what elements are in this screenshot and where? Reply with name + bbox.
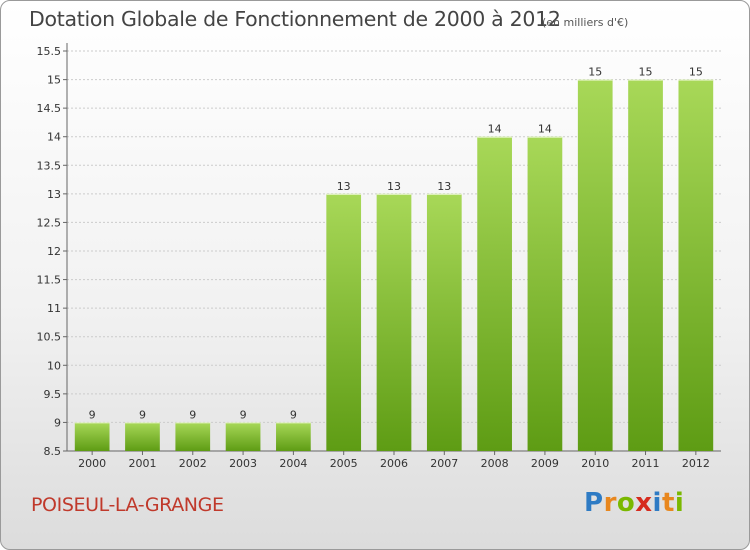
y-tick-label: 15 [47,74,61,87]
x-tick-label: 2005 [330,457,358,470]
labels: 8.5 9 9.5 10 10.5 11 11.5 12 12.5 13 13.5 14 14.5 15 1… [37,45,710,470]
bar [678,79,714,452]
bar [426,193,462,451]
bar [527,136,563,451]
x-tick-label: 2011 [632,457,660,470]
bar-data-label: 14 [538,123,552,136]
x-tick-label: 2003 [229,457,257,470]
y-tick-label: 14 [47,131,61,144]
bar [276,422,311,451]
x-tick-label: 2009 [531,457,559,470]
x-tick-label: 2010 [581,457,609,470]
x-tick-label: 2001 [128,457,156,470]
bar-data-label: 15 [639,66,653,79]
logo-letter: r [603,488,617,518]
chart-title: Dotation Globale de Fonctionnement de 20… [29,7,561,31]
y-tick-label: 10.5 [37,331,62,344]
y-tick-label: 9.5 [44,388,62,401]
x-tick-label: 2000 [78,457,106,470]
logo-letter: i [652,488,662,518]
bar-data-label: 13 [337,180,351,193]
y-tick-label: 11 [47,302,61,315]
bar-data-label: 13 [387,180,401,193]
bar [326,193,362,451]
logo-letter: P [584,488,604,518]
bar [225,422,261,451]
bar [125,422,160,451]
bars [74,79,714,452]
bar [577,79,613,452]
x-tick-label: 2004 [279,457,307,470]
y-tick-label: 14.5 [37,102,62,115]
bar [376,193,412,451]
y-tick-label: 13.5 [37,159,62,172]
bar [74,422,110,451]
bar-data-label: 15 [588,66,602,79]
town-name: POISEUL-LA-GRANGE [31,494,224,516]
logo-letter: x [635,488,653,518]
bar [175,422,211,451]
x-tick-label: 2002 [179,457,207,470]
bar-data-label: 9 [89,408,96,421]
bar [628,79,663,452]
bar-data-label: 15 [689,66,703,79]
y-tick-label: 12.5 [37,216,62,229]
y-tick-label: 12 [47,245,61,258]
bar-data-label: 13 [437,180,451,193]
logo-letter: i [674,488,685,518]
x-tick-label: 2012 [682,457,710,470]
x-tick-label: 2007 [430,457,458,470]
bar-data-label: 14 [488,123,502,136]
y-tick-label: 15.5 [37,45,62,58]
bar-data-label: 9 [139,408,146,421]
y-tick-label: 8.5 [44,445,62,458]
y-tick-label: 10 [47,359,61,372]
y-tick-label: 11.5 [37,274,62,287]
proxiti-logo[interactable]: Proxiti [584,488,684,518]
logo-letter: o [616,488,636,518]
logo-letter: t [661,488,675,518]
x-tick-label: 2008 [481,457,509,470]
y-tick-label: 13 [47,188,61,201]
bar-data-label: 9 [189,408,196,421]
x-tick-label: 2006 [380,457,408,470]
bar-data-label: 9 [290,408,297,421]
y-tick-label: 9 [54,416,61,429]
bar-data-label: 9 [240,408,247,421]
chart-subtitle: (en milliers d'€) [542,16,629,29]
bar [477,136,512,451]
